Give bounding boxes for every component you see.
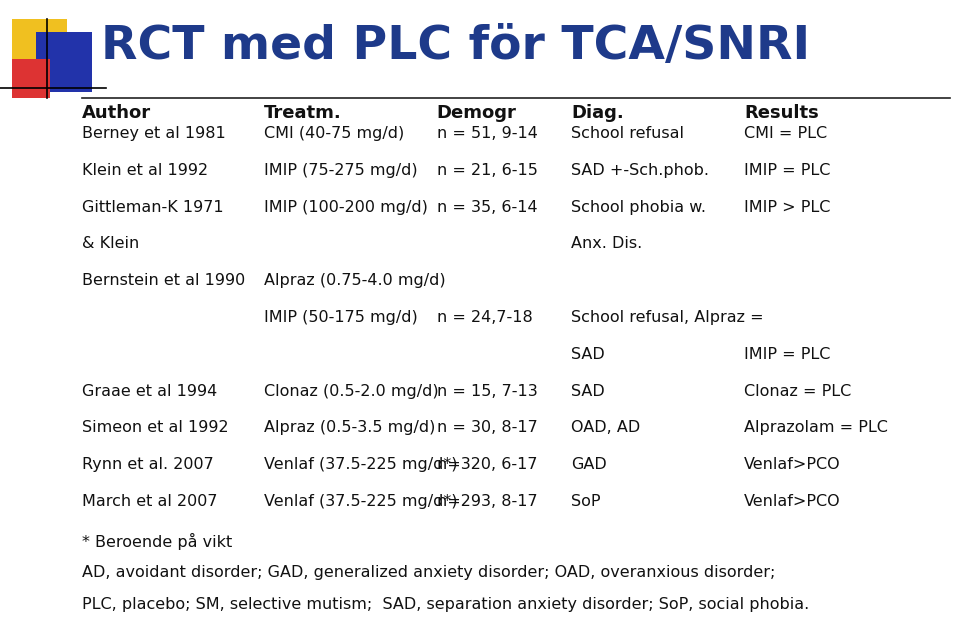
Text: IMIP (75-275 mg/d): IMIP (75-275 mg/d) xyxy=(264,163,418,178)
Text: Simeon et al 1992: Simeon et al 1992 xyxy=(82,420,228,436)
Text: CMI (40-75 mg/d): CMI (40-75 mg/d) xyxy=(264,126,404,141)
Text: IMIP (100-200 mg/d): IMIP (100-200 mg/d) xyxy=(264,199,428,215)
Text: Gittleman-K 1971: Gittleman-K 1971 xyxy=(82,199,224,215)
Text: Alpraz (0.5-3.5 mg/d): Alpraz (0.5-3.5 mg/d) xyxy=(264,420,436,436)
Text: Venlaf (37.5-225 mg/d*): Venlaf (37.5-225 mg/d*) xyxy=(264,494,458,509)
Text: PLC, placebo; SM, selective mutism;  SAD, separation anxiety disorder; SoP, soci: PLC, placebo; SM, selective mutism; SAD,… xyxy=(82,597,809,612)
Text: SoP: SoP xyxy=(571,494,601,509)
Text: Clonaz (0.5-2.0 mg/d): Clonaz (0.5-2.0 mg/d) xyxy=(264,384,439,399)
Text: SAD: SAD xyxy=(571,384,605,399)
Text: IMIP > PLC: IMIP > PLC xyxy=(744,199,830,215)
Text: SAD: SAD xyxy=(571,347,605,362)
Text: Alprazolam = PLC: Alprazolam = PLC xyxy=(744,420,888,436)
Text: IMIP (50-175 mg/d): IMIP (50-175 mg/d) xyxy=(264,310,418,325)
Text: Alpraz (0.75-4.0 mg/d): Alpraz (0.75-4.0 mg/d) xyxy=(264,273,445,288)
Text: Graae et al 1994: Graae et al 1994 xyxy=(82,384,217,399)
Text: n = 21, 6-15: n = 21, 6-15 xyxy=(437,163,538,178)
Text: Rynn et al. 2007: Rynn et al. 2007 xyxy=(82,457,213,472)
Text: Author: Author xyxy=(82,104,151,122)
Text: School phobia w.: School phobia w. xyxy=(571,199,707,215)
Text: Anx. Dis.: Anx. Dis. xyxy=(571,236,642,251)
Text: RCT med PLC för TCA/SNRI: RCT med PLC för TCA/SNRI xyxy=(101,25,810,69)
Text: GAD: GAD xyxy=(571,457,607,472)
Text: Bernstein et al 1990: Bernstein et al 1990 xyxy=(82,273,245,288)
Text: School refusal, Alpraz =: School refusal, Alpraz = xyxy=(571,310,764,325)
Text: n = 51, 9-14: n = 51, 9-14 xyxy=(437,126,538,141)
Text: OAD, AD: OAD, AD xyxy=(571,420,640,436)
Text: Berney et al 1981: Berney et al 1981 xyxy=(82,126,226,141)
Text: Diag.: Diag. xyxy=(571,104,624,122)
Text: IMIP = PLC: IMIP = PLC xyxy=(744,347,830,362)
Text: March et al 2007: March et al 2007 xyxy=(82,494,217,509)
Text: AD, avoidant disorder; GAD, generalized anxiety disorder; OAD, overanxious disor: AD, avoidant disorder; GAD, generalized … xyxy=(82,565,775,580)
Text: n=320, 6-17: n=320, 6-17 xyxy=(437,457,538,472)
Text: n = 30, 8-17: n = 30, 8-17 xyxy=(437,420,538,436)
Text: Treatm.: Treatm. xyxy=(264,104,342,122)
Text: n = 15, 7-13: n = 15, 7-13 xyxy=(437,384,538,399)
Text: Venlaf (37.5-225 mg/d*): Venlaf (37.5-225 mg/d*) xyxy=(264,457,458,472)
Text: * Beroende på vikt: * Beroende på vikt xyxy=(82,533,232,549)
Text: Klein et al 1992: Klein et al 1992 xyxy=(82,163,207,178)
Text: n = 35, 6-14: n = 35, 6-14 xyxy=(437,199,538,215)
Text: Clonaz = PLC: Clonaz = PLC xyxy=(744,384,852,399)
Text: School refusal: School refusal xyxy=(571,126,684,141)
Text: Venlaf>PCO: Venlaf>PCO xyxy=(744,494,841,509)
Text: n=293, 8-17: n=293, 8-17 xyxy=(437,494,538,509)
Bar xyxy=(12,59,50,98)
Text: Venlaf>PCO: Venlaf>PCO xyxy=(744,457,841,472)
Text: Demogr: Demogr xyxy=(437,104,516,122)
Text: Results: Results xyxy=(744,104,819,122)
Text: SAD +-Sch.phob.: SAD +-Sch.phob. xyxy=(571,163,709,178)
Bar xyxy=(12,19,67,79)
Text: IMIP = PLC: IMIP = PLC xyxy=(744,163,830,178)
Text: n = 24,7-18: n = 24,7-18 xyxy=(437,310,533,325)
Bar xyxy=(36,32,92,92)
Text: & Klein: & Klein xyxy=(82,236,139,251)
Text: CMI = PLC: CMI = PLC xyxy=(744,126,828,141)
